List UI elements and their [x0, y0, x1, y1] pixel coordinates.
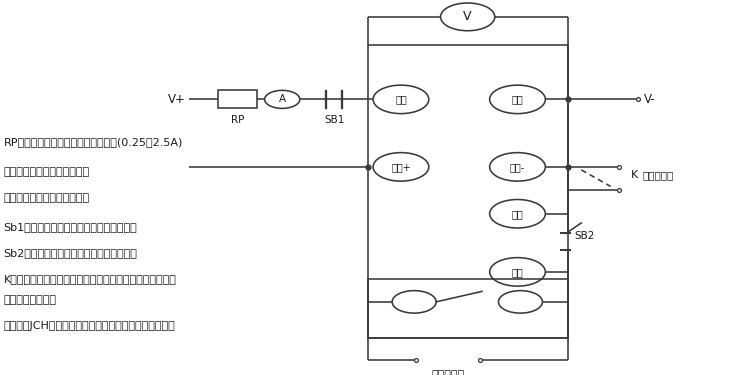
Text: 电源+: 电源+ [391, 162, 410, 172]
Text: A: A [279, 94, 286, 104]
Text: 接秒表启动: 接秒表启动 [643, 171, 674, 180]
Text: SB1: SB1 [324, 115, 345, 125]
Text: 合闸: 合闸 [512, 94, 523, 104]
Text: 接秒表停止: 接秒表停止 [431, 370, 465, 375]
Text: V-: V- [644, 93, 655, 106]
Text: 放电: 放电 [512, 267, 523, 277]
Text: Sb2为常开按钮，用来测试放电闭锁功能。: Sb2为常开按钮，用来测试放电闭锁功能。 [4, 248, 138, 258]
Bar [368, 279, 568, 338]
Text: SB2: SB2 [574, 231, 594, 241]
Bar [368, 45, 568, 338]
Text: K为刀开关或同一继电器的两付同时动作的常开触点，用来: K为刀开关或同一继电器的两付同时动作的常开触点，用来 [4, 274, 177, 284]
Text: K: K [630, 171, 638, 180]
Text: 启动: 启动 [512, 209, 523, 219]
Text: 重合: 重合 [395, 94, 407, 104]
Text: 电源-: 电源- [510, 162, 525, 172]
Text: RP: RP [231, 115, 244, 125]
Text: Ⓥ为电压表用来监视额定电压: Ⓥ为电压表用来监视额定电压 [4, 193, 89, 202]
Text: Ⓐ为安培表用来监视合闸电流: Ⓐ为安培表用来监视合闸电流 [4, 168, 89, 177]
Text: Sb1为常闭按钮，用来复位合闸保持电流。: Sb1为常闭按钮，用来复位合闸保持电流。 [4, 222, 137, 232]
Text: 控制延时的启动。: 控制延时的启动。 [4, 295, 56, 305]
Text: RP为大功率滑成变阻器用来调节电流(0.25～2.5A): RP为大功率滑成变阻器用来调节电流(0.25～2.5A) [4, 138, 183, 147]
Text: V+: V+ [168, 93, 185, 106]
Text: V: V [463, 10, 472, 23]
Text: 另有一付JCH常开触点接秒表停止，用来停止秒表计时。: 另有一付JCH常开触点接秒表停止，用来停止秒表计时。 [4, 321, 175, 331]
Bar [218, 90, 257, 108]
